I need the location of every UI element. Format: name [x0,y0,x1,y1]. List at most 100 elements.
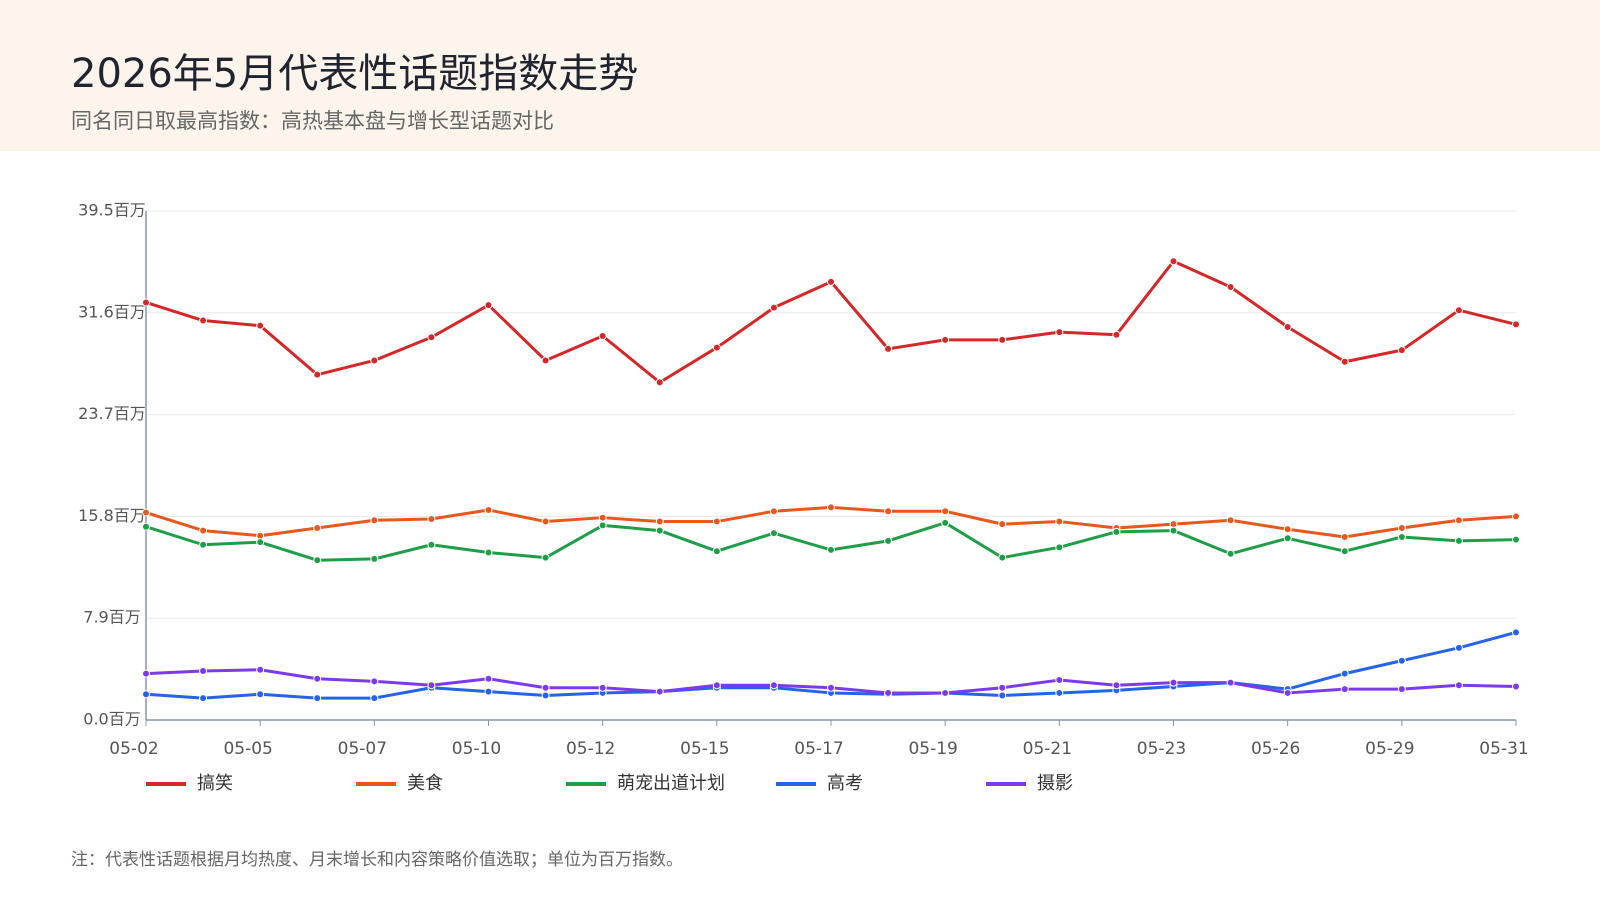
data-point [1112,527,1121,536]
data-point [1055,688,1064,697]
data-point [142,669,150,678]
x-tick-label: 05-19 [908,739,957,759]
data-point [598,683,607,692]
x-tick-label: 05-10 [452,739,501,759]
data-point [313,674,322,683]
data-point [1397,346,1406,355]
data-point [598,513,607,522]
data-point [655,687,664,696]
data-point [1226,516,1235,525]
data-point [199,667,208,676]
data-point [1340,685,1349,694]
data-point [1055,543,1064,552]
data-point [427,540,436,549]
data-point [541,356,550,365]
data-point [1283,525,1292,534]
data-point [1055,517,1064,526]
data-point [1283,688,1292,697]
series-line [145,505,1517,539]
data-point [1283,534,1292,543]
data-point [313,523,322,532]
data-point [941,335,950,344]
data-point [313,694,322,703]
data-point [598,331,607,340]
data-point [313,370,322,379]
legend-label: 萌宠出道计划 [617,773,725,794]
data-point [484,301,493,310]
data-point [256,665,265,674]
data-point [370,694,379,703]
y-tick-label: 0.0百万 [83,710,140,729]
data-point [1340,533,1349,542]
data-point [1454,643,1463,652]
data-point [598,521,607,530]
data-point [1169,257,1178,266]
data-point [1340,357,1349,366]
data-point [370,356,379,365]
y-tick-label: 7.9百万 [83,608,140,627]
y-tick-label: 23.7百万 [78,404,146,423]
data-point [1169,526,1178,535]
data-point [655,526,664,535]
data-point [1512,512,1520,521]
data-point [541,517,550,526]
data-point [769,303,778,312]
data-point [941,518,950,527]
data-point [827,277,835,286]
data-point [142,690,150,699]
data-point [427,514,436,523]
data-point [1512,320,1520,329]
data-point [199,316,208,325]
series-line [145,521,1517,562]
chart-title: 2026年5月代表性话题指数走势 [71,51,638,97]
data-point [484,687,493,696]
y-tick-label: 15.8百万 [78,506,146,525]
data-point [199,526,208,535]
data-point [1226,678,1235,687]
data-point [769,507,778,516]
data-point [484,505,493,514]
data-point [1397,656,1406,665]
chart-subtitle: 同名同日取最高指数：高热基本盘与增长型话题对比 [71,109,554,133]
data-point [142,522,150,531]
x-tick-label: 05-15 [680,739,729,759]
data-point [998,520,1007,529]
data-point [1226,549,1235,558]
data-point [1112,681,1121,690]
data-point [884,507,893,516]
data-point [1283,322,1292,331]
header-band [0,0,1600,151]
note: 注：代表性话题根据月均热度、月末增长和内容策略价值选取；单位为百万指数。 [71,850,683,870]
data-point [827,503,835,512]
data-point [769,529,778,538]
data-point [769,681,778,690]
data-point [998,691,1007,700]
data-point [884,344,893,353]
data-point [484,674,493,683]
data-point [827,683,835,692]
data-point [1226,283,1235,292]
data-point [1397,523,1406,532]
data-point [1454,306,1463,315]
data-point [142,508,150,517]
data-point [199,694,208,703]
data-point [884,536,893,545]
data-point [1512,535,1520,544]
data-point [998,335,1007,344]
x-tick-label: 05-17 [794,739,843,759]
data-point [256,321,265,330]
data-point [1112,330,1121,339]
data-point [1512,682,1520,691]
data-point [998,553,1007,562]
data-point [827,545,835,554]
data-point [256,690,265,699]
data-point [655,517,664,526]
data-point [1340,669,1349,678]
data-point [998,683,1007,692]
data-point [1454,516,1463,525]
x-tick-label: 05-31 [1479,739,1528,759]
y-tick-label: 39.5百万 [78,201,146,220]
data-point [1055,328,1064,337]
